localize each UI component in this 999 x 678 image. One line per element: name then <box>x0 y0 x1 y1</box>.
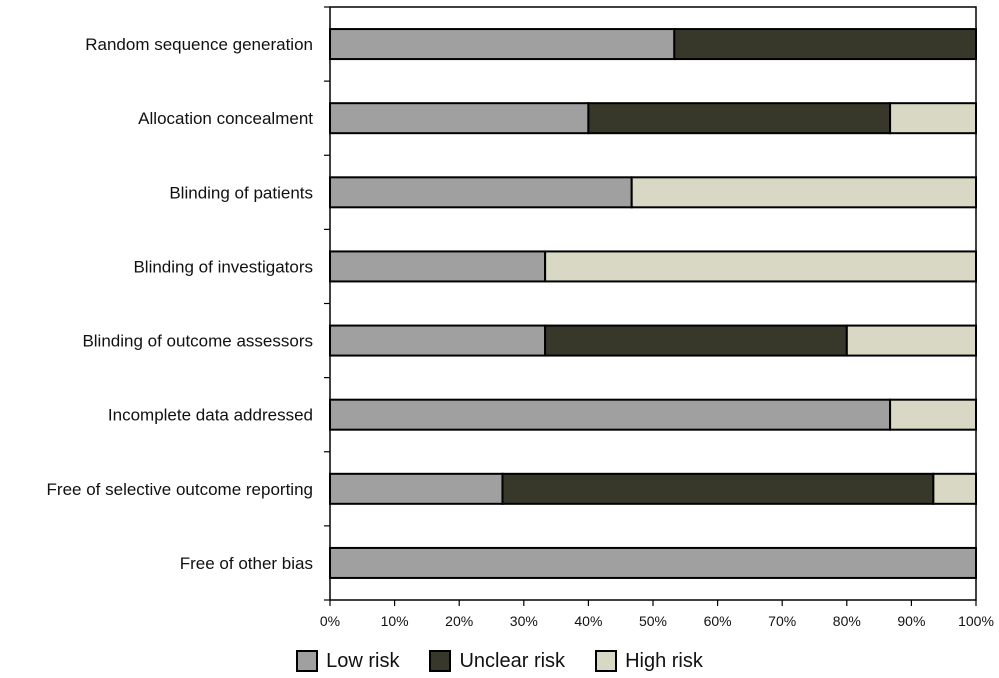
x-tick-label: 50% <box>639 613 667 629</box>
bar-low-risk-blinding-of-patients <box>329 176 633 209</box>
bar-unclear-risk-random-sequence-generation <box>673 28 977 61</box>
x-tick-label: 90% <box>897 613 925 629</box>
bar-unclear-risk-free-of-selective-outcome-reporting <box>501 472 935 505</box>
bar-high-risk-blinding-of-patients <box>630 176 977 209</box>
bar-low-risk-random-sequence-generation <box>329 28 676 61</box>
legend-swatch-low-risk <box>296 650 319 672</box>
legend-label-low-risk: Low risk <box>326 649 400 672</box>
category-label-blinding-of-patients: Blinding of patients <box>169 183 313 202</box>
x-tick-label: 0% <box>320 613 340 629</box>
bar-low-risk-allocation-concealment <box>329 102 590 135</box>
category-label-incomplete-data-addressed: Incomplete data addressed <box>108 406 313 425</box>
bar-high-risk-blinding-of-outcome-assessors <box>845 324 977 357</box>
x-tick-label: 10% <box>381 613 409 629</box>
bars-group <box>329 28 978 579</box>
legend-item-unclear-risk: Unclear risk <box>429 650 565 673</box>
legend-swatch-high-risk <box>595 650 618 672</box>
legend-swatch-unclear-risk <box>429 650 452 672</box>
legend-item-high-risk: High risk <box>595 650 703 673</box>
category-label-free-of-selective-outcome-reporting: Free of selective outcome reporting <box>47 480 313 499</box>
x-tick-label: 20% <box>445 613 473 629</box>
bar-low-risk-free-of-selective-outcome-reporting <box>329 472 504 505</box>
x-ticks: 0% 10% 20% 30% 40% 50% 60% 70% 80% 90% 100% <box>320 600 994 629</box>
legend-label-high-risk: High risk <box>625 649 703 672</box>
legend-label-unclear-risk: Unclear risk <box>459 649 566 672</box>
x-tick-label: 60% <box>704 613 732 629</box>
risk-of-bias-chart: Random sequence generation Allocation con… <box>47 6 994 629</box>
bar-low-risk-blinding-of-outcome-assessors <box>329 324 547 357</box>
bar-unclear-risk-allocation-concealment <box>587 102 892 135</box>
category-label-blinding-of-outcome-assessors: Blinding of outcome assessors <box>82 332 313 351</box>
x-tick-label: 70% <box>768 613 796 629</box>
category-label-free-of-other-bias: Free of other bias <box>180 554 313 573</box>
bar-high-risk-blinding-of-investigators <box>544 250 977 283</box>
category-label-blinding-of-investigators: Blinding of investigators <box>133 257 313 276</box>
x-tick-label: 80% <box>833 613 861 629</box>
bar-low-risk-incomplete-data-addressed <box>329 398 892 431</box>
bar-low-risk-free-of-other-bias <box>329 546 977 579</box>
category-labels: Random sequence generation Allocation con… <box>47 35 314 573</box>
y-ticks <box>324 6 330 601</box>
legend: Low risk Unclear risk High risk <box>0 644 999 678</box>
category-label-random-sequence-generation: Random sequence generation <box>85 35 313 54</box>
bar-high-risk-incomplete-data-addressed <box>889 398 977 431</box>
plot-area <box>329 6 977 601</box>
x-tick-label: 40% <box>574 613 602 629</box>
bar-high-risk-allocation-concealment <box>889 102 977 135</box>
bar-high-risk-free-of-selective-outcome-reporting <box>932 472 978 505</box>
legend-item-low-risk: Low risk <box>296 650 399 673</box>
bar-low-risk-blinding-of-investigators <box>329 250 547 283</box>
x-tick-label: 30% <box>510 613 538 629</box>
category-label-allocation-concealment: Allocation concealment <box>138 109 313 128</box>
x-tick-label: 100% <box>958 613 994 629</box>
bar-unclear-risk-blinding-of-outcome-assessors <box>544 324 848 357</box>
